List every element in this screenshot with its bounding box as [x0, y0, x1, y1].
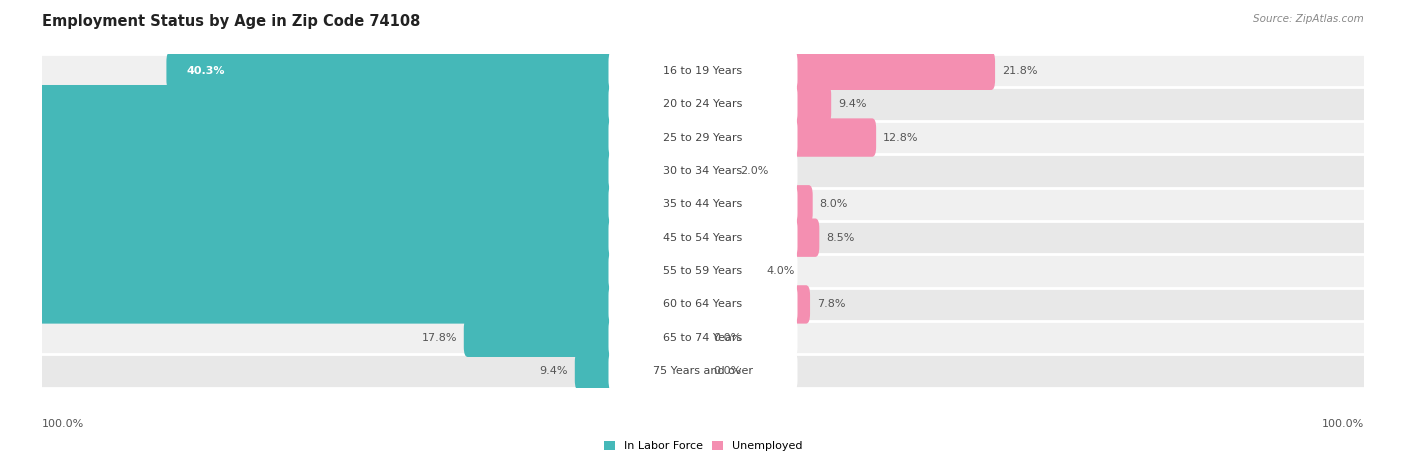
Bar	[42, 254, 1364, 288]
FancyBboxPatch shape	[609, 349, 797, 393]
FancyBboxPatch shape	[0, 152, 707, 190]
Bar	[42, 288, 1364, 321]
Text: Employment Status by Age in Zip Code 74108: Employment Status by Age in Zip Code 741…	[42, 14, 420, 28]
Text: 100.0%: 100.0%	[1322, 419, 1364, 429]
Bar	[42, 54, 1364, 87]
FancyBboxPatch shape	[699, 218, 820, 257]
Text: 45 to 54 Years: 45 to 54 Years	[664, 233, 742, 243]
FancyBboxPatch shape	[609, 82, 797, 126]
Text: 8.5%: 8.5%	[825, 233, 855, 243]
FancyBboxPatch shape	[699, 152, 734, 190]
Text: 60 to 64 Years: 60 to 64 Years	[664, 299, 742, 309]
FancyBboxPatch shape	[609, 49, 797, 93]
FancyBboxPatch shape	[0, 118, 707, 157]
FancyBboxPatch shape	[609, 282, 797, 327]
Text: 4.0%: 4.0%	[766, 266, 794, 276]
Bar	[42, 321, 1364, 354]
Bar	[42, 354, 1364, 388]
FancyBboxPatch shape	[609, 316, 797, 360]
Bar	[42, 221, 1364, 254]
Text: 40.3%: 40.3%	[186, 66, 225, 76]
Text: 16 to 19 Years: 16 to 19 Years	[664, 66, 742, 76]
Text: 2.0%: 2.0%	[740, 166, 769, 176]
FancyBboxPatch shape	[609, 182, 797, 226]
FancyBboxPatch shape	[699, 252, 759, 290]
FancyBboxPatch shape	[609, 216, 797, 260]
FancyBboxPatch shape	[699, 285, 810, 324]
FancyBboxPatch shape	[609, 249, 797, 293]
Text: 75 Years and over: 75 Years and over	[652, 366, 754, 376]
FancyBboxPatch shape	[699, 85, 831, 124]
FancyBboxPatch shape	[0, 185, 707, 224]
FancyBboxPatch shape	[609, 115, 797, 160]
Text: 25 to 29 Years: 25 to 29 Years	[664, 133, 742, 143]
FancyBboxPatch shape	[699, 185, 813, 224]
FancyBboxPatch shape	[0, 285, 707, 324]
Text: 7.8%: 7.8%	[817, 299, 845, 309]
FancyBboxPatch shape	[575, 352, 707, 391]
FancyBboxPatch shape	[166, 51, 707, 90]
Text: 9.4%: 9.4%	[838, 99, 866, 109]
Bar	[42, 154, 1364, 188]
Text: 35 to 44 Years: 35 to 44 Years	[664, 199, 742, 209]
FancyBboxPatch shape	[699, 51, 995, 90]
FancyBboxPatch shape	[0, 218, 707, 257]
Text: 0.0%: 0.0%	[714, 333, 742, 343]
FancyBboxPatch shape	[0, 85, 707, 124]
Bar	[42, 188, 1364, 221]
Text: 17.8%: 17.8%	[422, 333, 457, 343]
Text: 100.0%: 100.0%	[42, 419, 84, 429]
FancyBboxPatch shape	[464, 318, 707, 357]
Text: 8.0%: 8.0%	[820, 199, 848, 209]
Text: 21.8%: 21.8%	[1001, 66, 1038, 76]
Text: 0.0%: 0.0%	[714, 366, 742, 376]
Bar	[42, 121, 1364, 154]
Bar	[42, 87, 1364, 121]
Text: 65 to 74 Years: 65 to 74 Years	[664, 333, 742, 343]
Text: 12.8%: 12.8%	[883, 133, 918, 143]
Text: 55 to 59 Years: 55 to 59 Years	[664, 266, 742, 276]
Text: 20 to 24 Years: 20 to 24 Years	[664, 99, 742, 109]
Legend: In Labor Force, Unemployed: In Labor Force, Unemployed	[599, 437, 807, 451]
FancyBboxPatch shape	[699, 118, 876, 157]
FancyBboxPatch shape	[0, 252, 707, 290]
Text: 9.4%: 9.4%	[540, 366, 568, 376]
FancyBboxPatch shape	[609, 149, 797, 193]
Text: 30 to 34 Years: 30 to 34 Years	[664, 166, 742, 176]
Text: Source: ZipAtlas.com: Source: ZipAtlas.com	[1253, 14, 1364, 23]
